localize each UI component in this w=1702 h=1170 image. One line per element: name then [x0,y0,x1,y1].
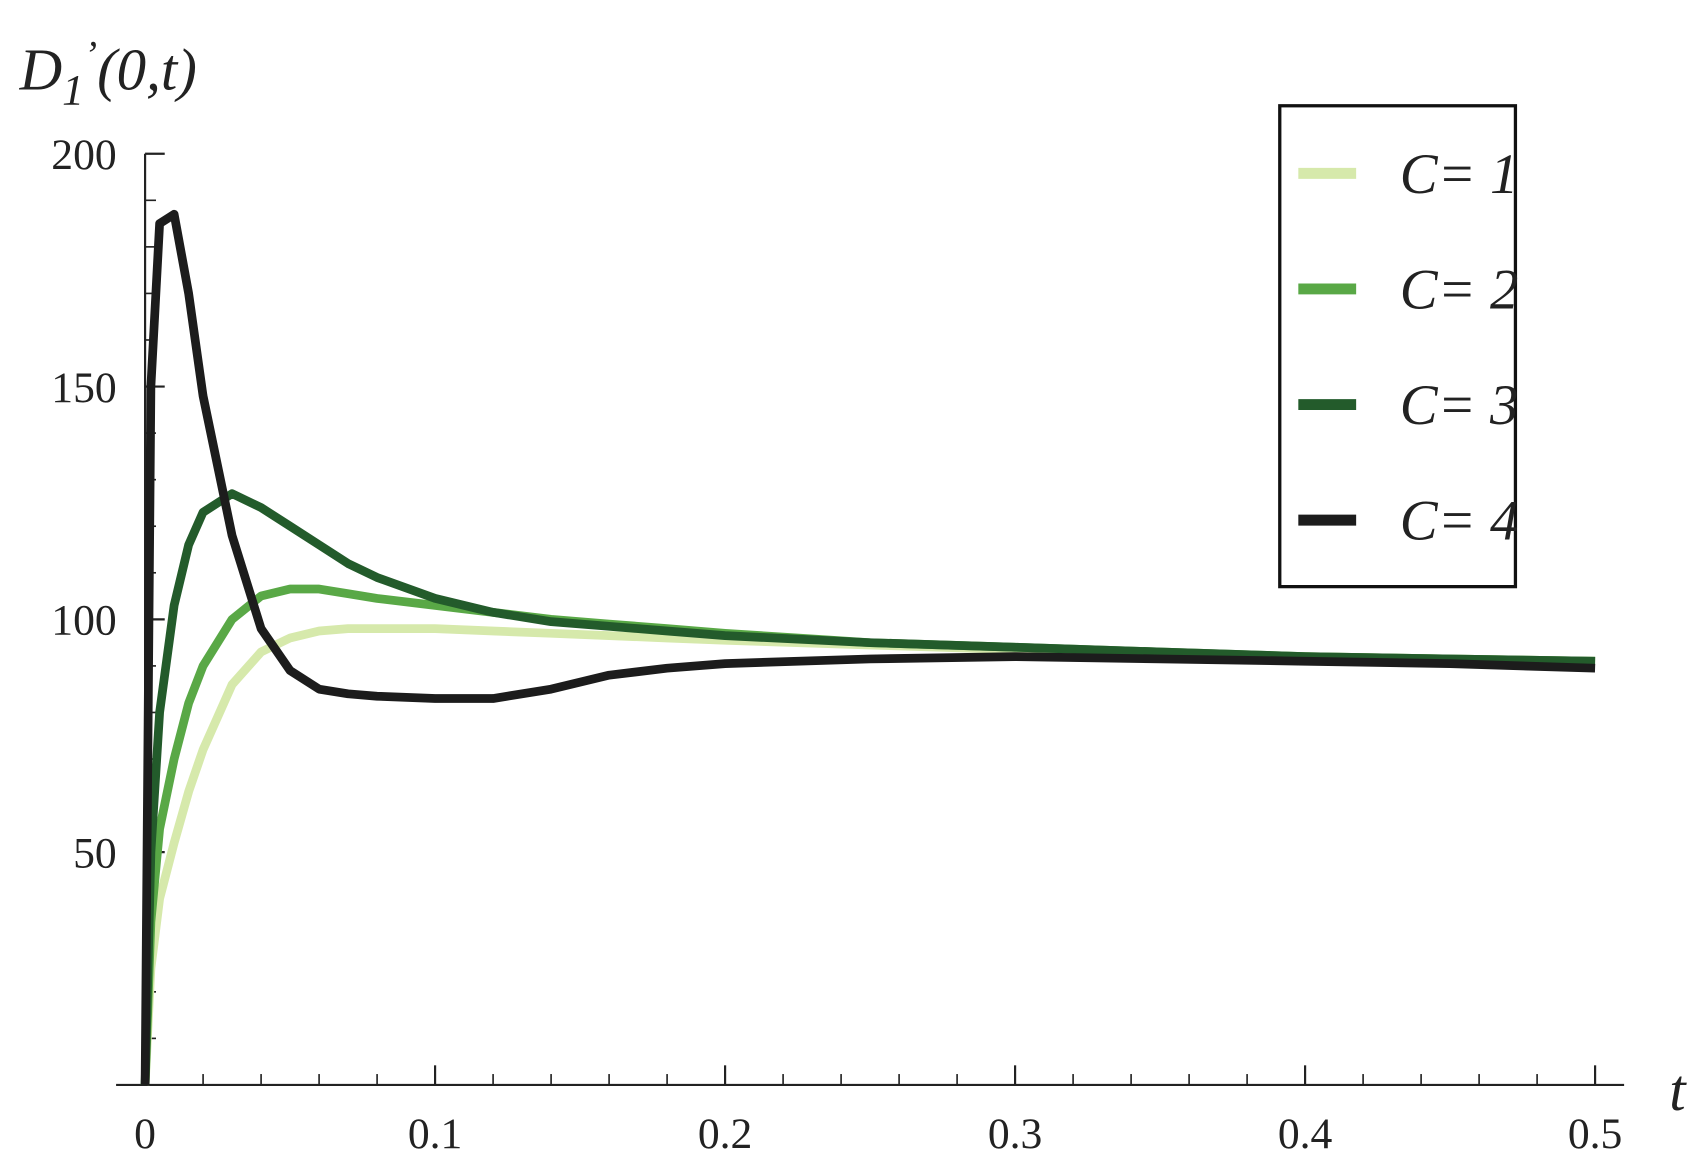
legend-label: C= 2 [1400,259,1519,322]
y-tick-label: 150 [51,364,116,412]
y-tick-label: 200 [51,131,116,179]
x-tick-label: 0.2 [698,1110,753,1158]
legend-label: C= 4 [1400,490,1519,553]
y-axis-label: D1’(0,t) [19,34,197,115]
x-tick-label: 0.5 [1568,1110,1623,1158]
series-line [140,489,1596,1086]
y-label-sup: ’ [84,34,97,77]
x-tick-label: 0 [134,1110,156,1158]
x-tick-label: 0.3 [988,1110,1043,1158]
x-tick-label: 0.4 [1278,1110,1333,1158]
series-line [140,209,1596,1085]
x-tick-label: 0.1 [408,1110,463,1158]
legend-label: C= 1 [1400,143,1519,206]
y-tick-label: 50 [73,829,117,877]
y-tick-label: 100 [51,597,116,645]
legend-box [1278,104,1518,589]
y-label-arg: (0,t) [97,37,197,102]
y-label-sub: 1 [62,67,84,115]
legend: C= 1 C= 2 C= 3 C= 4 [1278,104,1519,589]
legend-label: C= 3 [1400,374,1519,437]
y-label-base: D [19,37,63,102]
x-axis-label: t [1669,1058,1687,1123]
